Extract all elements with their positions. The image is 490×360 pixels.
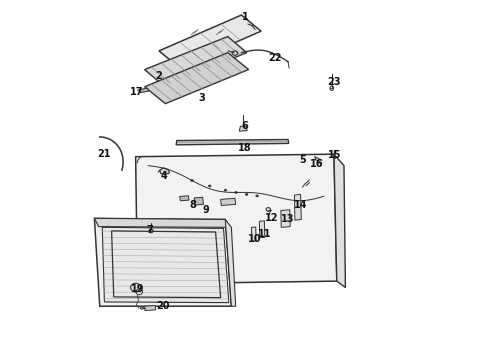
Polygon shape	[102, 227, 229, 303]
Polygon shape	[145, 37, 247, 86]
Text: 15: 15	[328, 150, 342, 160]
Text: 4: 4	[161, 171, 168, 181]
Text: 20: 20	[156, 301, 169, 311]
Polygon shape	[225, 220, 236, 306]
Polygon shape	[220, 198, 236, 206]
Polygon shape	[95, 219, 231, 306]
Polygon shape	[159, 15, 261, 67]
Ellipse shape	[256, 195, 259, 197]
Polygon shape	[160, 168, 170, 175]
Polygon shape	[251, 227, 256, 241]
Text: 19: 19	[131, 284, 144, 294]
Polygon shape	[259, 221, 265, 238]
Text: 8: 8	[190, 200, 196, 210]
Text: 5: 5	[299, 155, 306, 165]
Text: 10: 10	[248, 234, 262, 244]
Text: 6: 6	[242, 121, 248, 131]
Text: 13: 13	[281, 215, 295, 224]
Polygon shape	[95, 219, 230, 227]
Text: 14: 14	[294, 200, 307, 210]
Text: 16: 16	[310, 159, 323, 169]
Text: 1: 1	[242, 12, 248, 22]
Polygon shape	[239, 126, 247, 131]
Text: 7: 7	[147, 225, 153, 235]
Polygon shape	[139, 88, 149, 93]
Ellipse shape	[235, 192, 238, 194]
Polygon shape	[294, 194, 301, 220]
Polygon shape	[145, 53, 248, 104]
Polygon shape	[334, 154, 345, 288]
Text: 23: 23	[327, 77, 341, 87]
Ellipse shape	[224, 189, 227, 191]
Polygon shape	[180, 196, 189, 201]
Polygon shape	[194, 197, 203, 205]
Text: 12: 12	[265, 213, 279, 222]
Text: 3: 3	[198, 93, 205, 103]
Polygon shape	[176, 139, 289, 145]
Polygon shape	[136, 154, 337, 284]
Ellipse shape	[208, 185, 211, 187]
Polygon shape	[145, 306, 156, 311]
Ellipse shape	[245, 193, 248, 195]
Text: 18: 18	[238, 143, 252, 153]
Text: 9: 9	[202, 206, 209, 216]
Text: 17: 17	[130, 87, 144, 97]
Text: 2: 2	[155, 71, 162, 81]
Ellipse shape	[131, 283, 141, 292]
Text: 22: 22	[269, 53, 282, 63]
Text: 11: 11	[258, 229, 271, 239]
Polygon shape	[281, 210, 290, 227]
Text: 21: 21	[98, 149, 111, 159]
Ellipse shape	[191, 180, 194, 181]
